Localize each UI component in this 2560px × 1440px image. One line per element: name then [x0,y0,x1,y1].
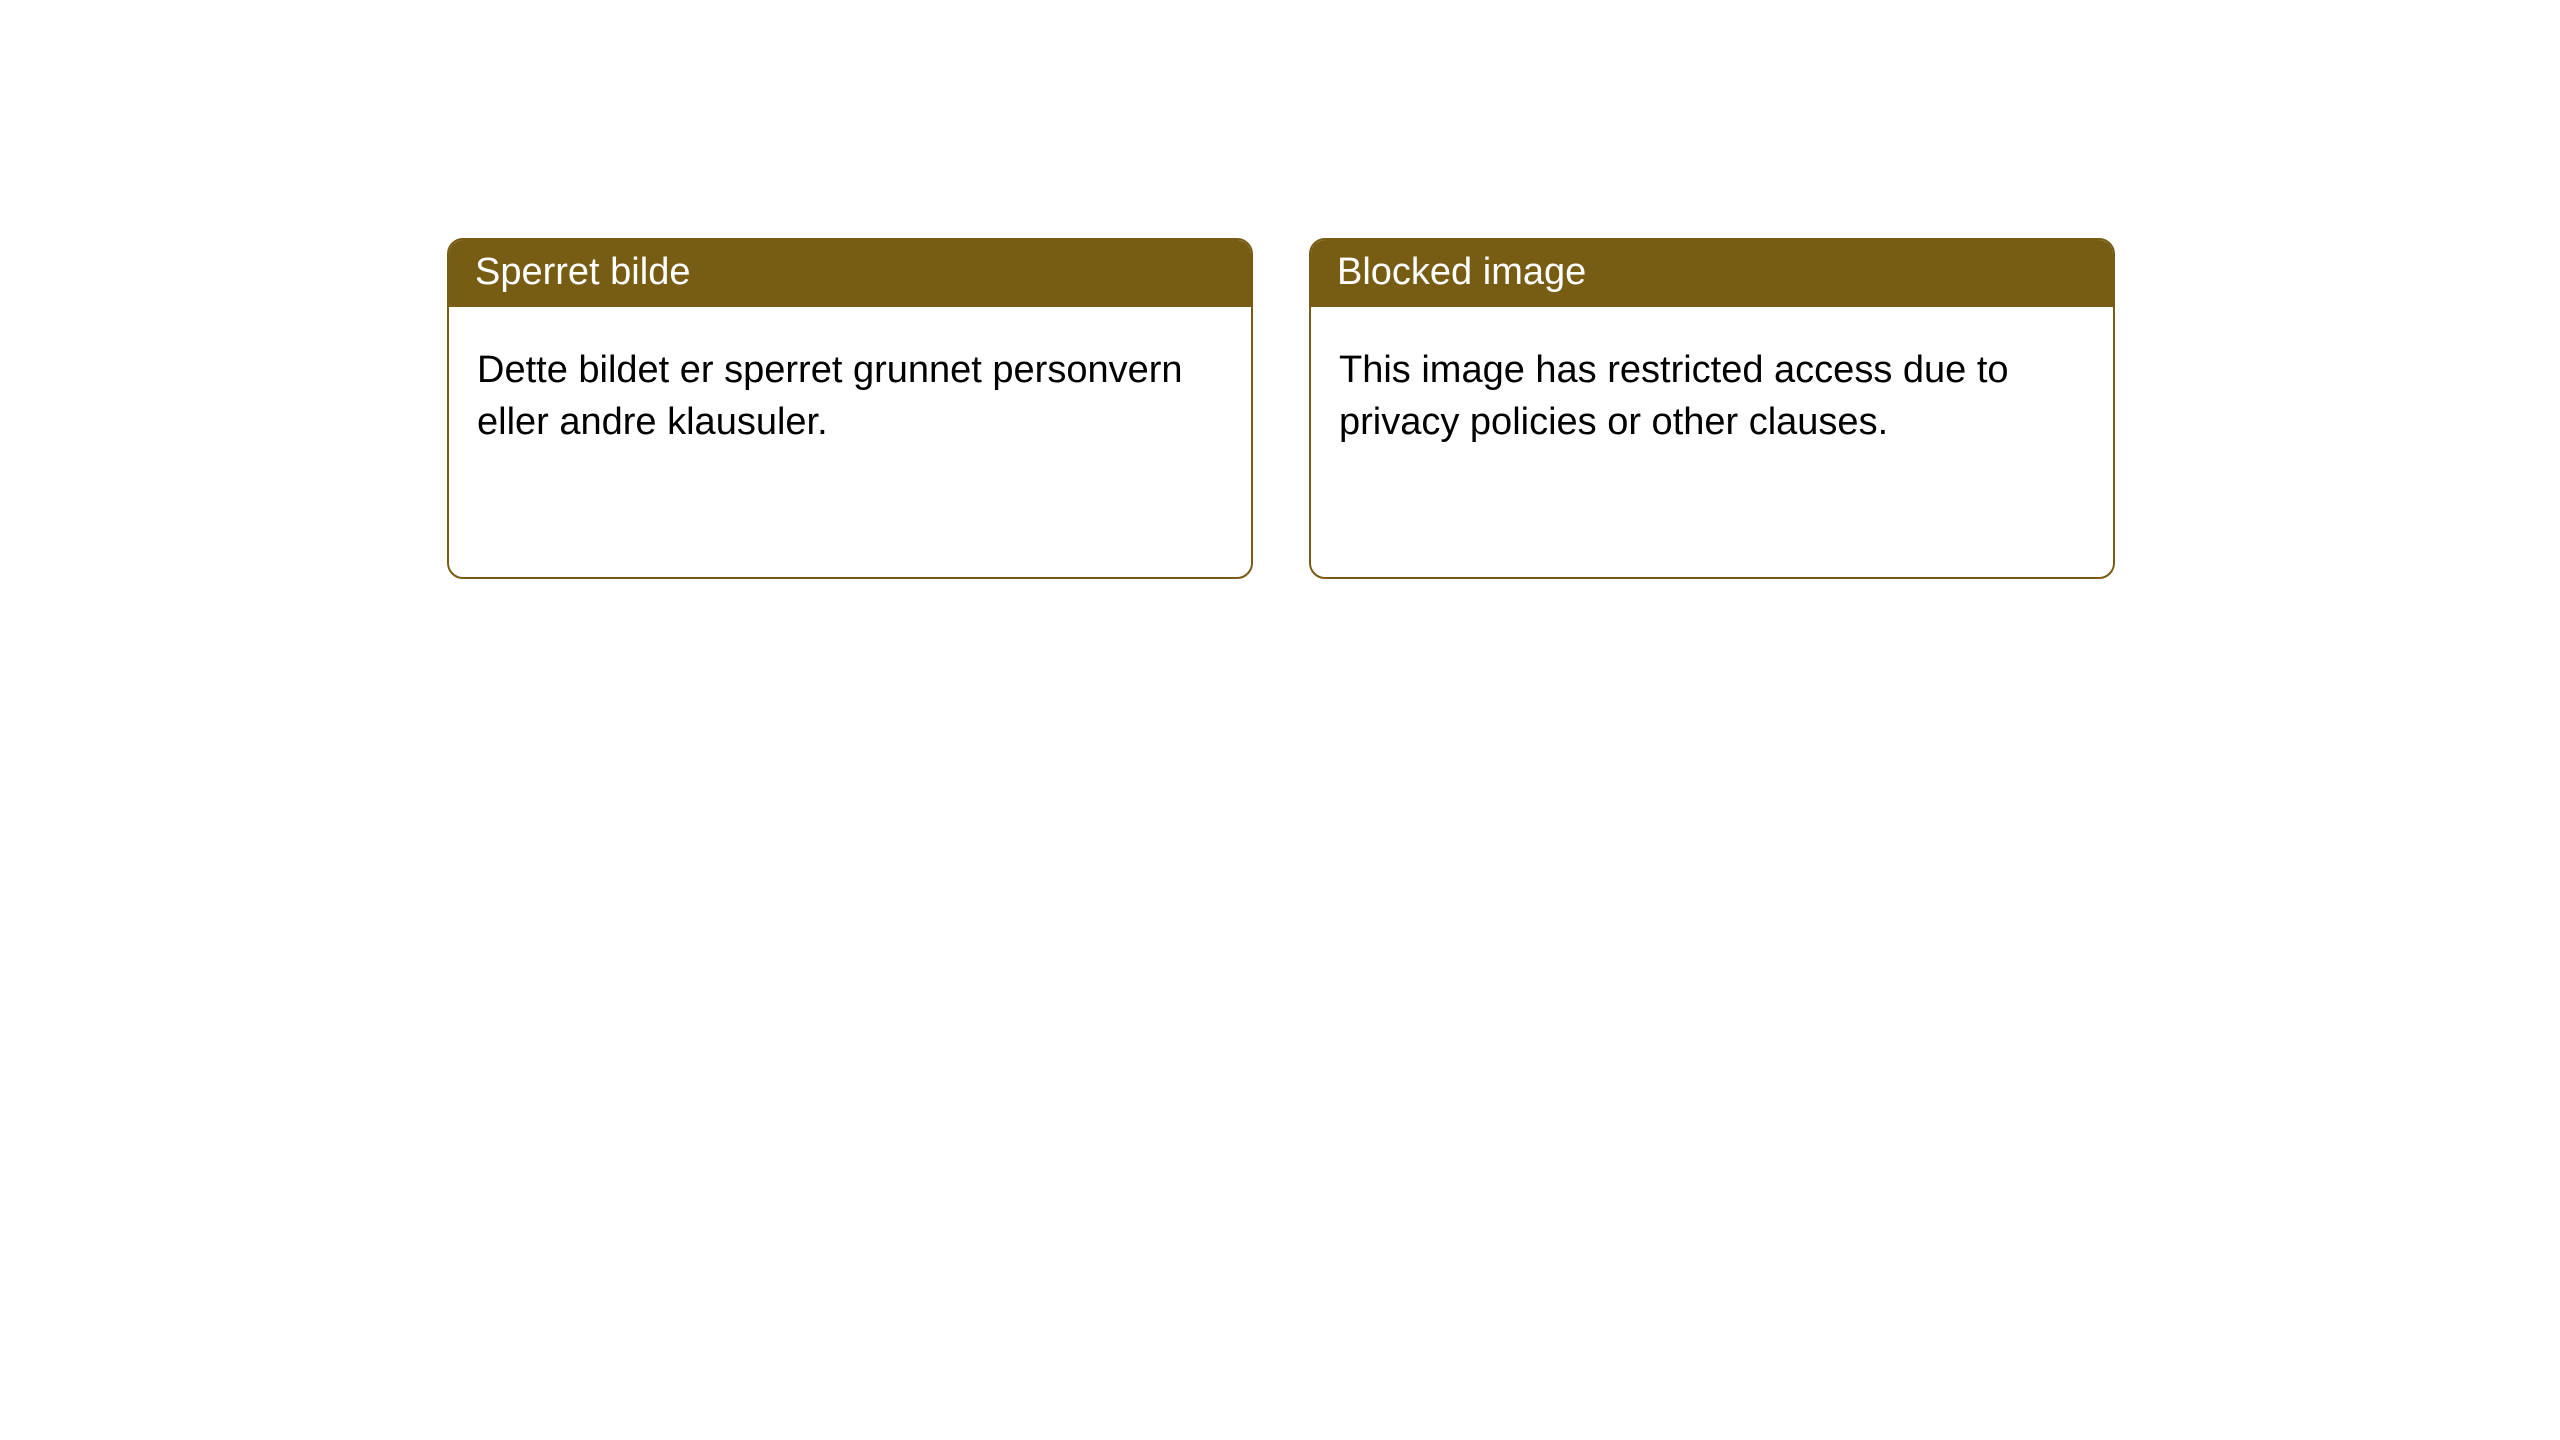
notice-title: Sperret bilde [449,240,1251,307]
notice-body: Dette bildet er sperret grunnet personve… [449,307,1251,577]
notice-card-norwegian: Sperret bilde Dette bildet er sperret gr… [447,238,1253,579]
notice-body: This image has restricted access due to … [1311,307,2113,577]
notice-card-english: Blocked image This image has restricted … [1309,238,2115,579]
notice-message: This image has restricted access due to … [1339,345,2085,448]
notice-container: Sperret bilde Dette bildet er sperret gr… [0,0,2560,579]
notice-message: Dette bildet er sperret grunnet personve… [477,345,1223,448]
notice-title: Blocked image [1311,240,2113,307]
